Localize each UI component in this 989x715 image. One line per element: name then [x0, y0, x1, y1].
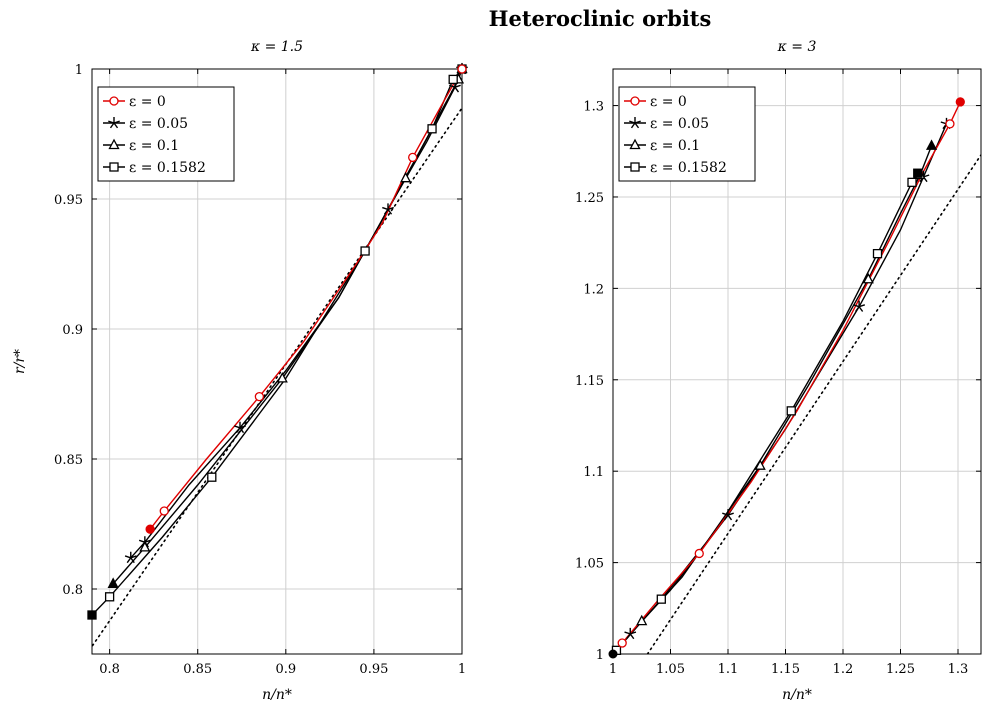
endpoint-0	[145, 524, 155, 534]
y-tick-label: 1.25	[575, 191, 604, 206]
y-tick-label: 1.2	[583, 282, 604, 297]
y-tick-label: 0.95	[54, 193, 83, 208]
series-line-3	[613, 172, 919, 654]
x-axis-label: n/n*	[262, 687, 292, 703]
data-point-3	[786, 406, 796, 416]
endpoint-3	[87, 610, 97, 620]
data-point-0	[457, 64, 467, 74]
data-point-3	[656, 594, 666, 604]
reference-dotted-line	[646, 154, 981, 654]
legend-marker	[108, 117, 120, 129]
legend-label: ε = 0.05	[129, 116, 188, 132]
data-point-2	[636, 614, 648, 626]
x-tick-label: 1.05	[656, 662, 685, 677]
data-point-1	[449, 81, 461, 93]
data-point-1	[624, 627, 637, 640]
data-point-1	[124, 551, 137, 564]
x-tick-label: 1	[458, 662, 466, 677]
endpoint-3	[913, 168, 923, 178]
data-point-1	[853, 300, 866, 312]
panel-kappa-1.5: 0.8 0.85 0.9 0.95 1 0.8 0.85 0.9 0.95 1 κ = 1.5 n/n…	[12, 39, 468, 703]
endpoint-0	[955, 97, 965, 107]
series-line-2	[613, 145, 933, 654]
legend-label: ε = 0	[129, 94, 166, 110]
legend-label: ε = 0	[650, 94, 687, 110]
legend-marker	[108, 138, 120, 150]
legend-marker	[630, 162, 640, 172]
endpoint-2	[107, 577, 119, 588]
data-point-0	[159, 506, 169, 516]
data-point-3	[872, 248, 883, 259]
y-tick-label: 1.1	[583, 465, 604, 480]
legend-label: ε = 0.05	[650, 116, 709, 132]
y-tick-label: 0.8	[62, 583, 83, 598]
x-tick-label: 1	[609, 662, 617, 677]
endpoint-4	[608, 649, 618, 659]
data-point-3	[360, 246, 370, 256]
panel-title: κ = 1.5	[250, 39, 303, 55]
x-tick-label: 1.15	[771, 662, 800, 677]
panel-title: κ = 3	[777, 39, 817, 55]
axes-frame	[612, 68, 982, 655]
y-tick-label: 1.15	[575, 374, 604, 389]
data-point-1	[917, 170, 930, 183]
data-point-0	[694, 548, 704, 559]
x-axis-label: n/n*	[782, 687, 812, 703]
x-tick-label: 0.8	[99, 662, 120, 677]
panel-kappa-3: 1 1.05 1.1 1.15 1.2 1.25 1.3 1 1.05 1.1 1.15 1.2 1.2…	[575, 39, 982, 703]
series-line-0	[613, 101, 961, 654]
axes-frame	[91, 68, 463, 655]
data-point-0	[617, 638, 627, 648]
y-tick-label: 1.3	[583, 100, 604, 115]
data-point-3	[907, 177, 917, 187]
y-axis-label: r/r*	[12, 349, 28, 374]
data-point-3	[207, 472, 217, 482]
x-tick-label: 0.85	[183, 662, 212, 677]
y-tick-label: 1	[596, 648, 604, 663]
x-tick-label: 0.9	[275, 662, 296, 677]
data-point-2	[400, 171, 412, 183]
data-point-2	[754, 459, 766, 470]
legend-marker	[629, 138, 641, 150]
data-point-2	[139, 541, 151, 552]
data-point-0	[254, 391, 265, 402]
data-point-0	[408, 152, 418, 163]
legend-label: ε = 0.1582	[650, 160, 727, 176]
series-line-1	[613, 123, 948, 654]
x-tick-label: 1.25	[886, 662, 915, 677]
x-tick-label: 1.1	[718, 662, 739, 677]
legend-marker	[629, 117, 641, 129]
x-tick-label: 1.3	[948, 662, 969, 677]
legend-marker	[109, 96, 119, 106]
data-point-1	[722, 509, 734, 521]
y-tick-label: 1.05	[575, 557, 604, 572]
x-tick-label: 0.95	[359, 662, 388, 677]
data-point-2	[862, 272, 874, 284]
endpoint-2	[925, 139, 938, 150]
y-tick-label: 1	[75, 63, 83, 78]
data-point-3	[448, 74, 458, 85]
legend-label: ε = 0.1	[129, 138, 179, 154]
legend-box	[618, 86, 756, 182]
legend-label: ε = 0.1582	[129, 160, 206, 176]
data-point-3	[104, 592, 115, 602]
plot-area	[613, 101, 981, 654]
legend-box	[97, 86, 235, 182]
legend-marker	[630, 96, 640, 106]
figure-title: Heteroclinic orbits	[489, 6, 712, 31]
y-tick-label: 0.85	[54, 453, 83, 468]
x-tick-label: 1.2	[833, 662, 854, 677]
data-point-2	[276, 372, 288, 383]
data-point-1	[382, 203, 394, 215]
data-point-1	[234, 421, 246, 434]
y-tick-label: 0.9	[62, 323, 83, 338]
legend-label: ε = 0.1	[650, 138, 700, 154]
reference-dotted-line	[92, 107, 462, 648]
data-point-0	[945, 119, 955, 129]
legend-marker	[109, 162, 119, 172]
data-point-3	[427, 124, 437, 134]
